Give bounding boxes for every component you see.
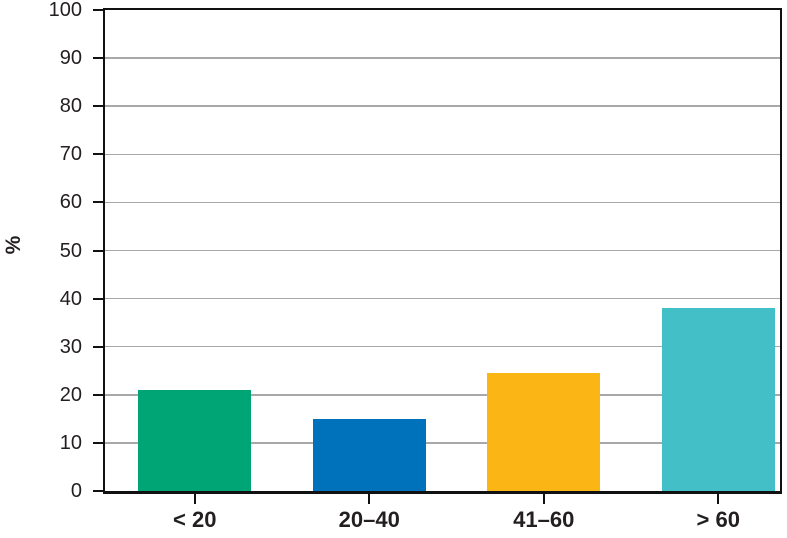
bar-4	[661, 308, 775, 491]
y-tick-label-40: 40	[59, 287, 82, 310]
y-tick-label-20: 20	[59, 383, 82, 406]
y-tick-label-0: 0	[70, 480, 82, 502]
y-tick-label-70: 70	[59, 143, 82, 166]
y-tick-10	[93, 441, 103, 444]
y-tick-label-60: 60	[59, 191, 82, 214]
x-tick-label-1: < 20	[173, 507, 217, 532]
y-tick-40	[93, 297, 103, 300]
y-tick-60	[93, 201, 103, 204]
plot-area	[103, 8, 782, 494]
gridline-80	[105, 105, 780, 107]
x-tick-4	[717, 494, 720, 504]
bar-3	[487, 373, 601, 491]
gridline-60	[105, 201, 780, 204]
y-tick-label-100: 100	[48, 0, 82, 21]
bar-1	[138, 390, 252, 491]
gridline-40	[105, 297, 780, 300]
x-tick-label-3: 41–60	[513, 507, 575, 532]
y-tick-70	[93, 153, 103, 156]
gridline-20	[105, 394, 780, 396]
y-tick-label-90: 90	[59, 47, 82, 70]
y-tick-30	[93, 345, 103, 348]
y-tick-20	[93, 393, 103, 396]
gridline-50	[105, 249, 780, 252]
bar-2	[312, 418, 426, 491]
y-tick-label-30: 30	[59, 335, 82, 358]
y-tick-label-80: 80	[59, 95, 82, 118]
y-tick-0	[93, 490, 103, 492]
gridline-10	[105, 442, 780, 444]
y-tick-label-10: 10	[59, 431, 82, 454]
x-tick-1	[193, 494, 196, 504]
y-tick-label-50: 50	[59, 239, 82, 262]
x-tick-label-2: 20–40	[338, 507, 400, 532]
x-tick-3	[542, 494, 545, 504]
y-tick-90	[93, 57, 103, 60]
y-tick-80	[93, 105, 103, 108]
y-tick-50	[93, 249, 103, 252]
y-tick-100	[93, 9, 103, 11]
gridline-90	[105, 57, 780, 59]
gridline-30	[105, 345, 780, 348]
x-tick-2	[368, 494, 371, 504]
gridline-70	[105, 153, 780, 156]
x-tick-label-4: > 60	[696, 507, 740, 532]
